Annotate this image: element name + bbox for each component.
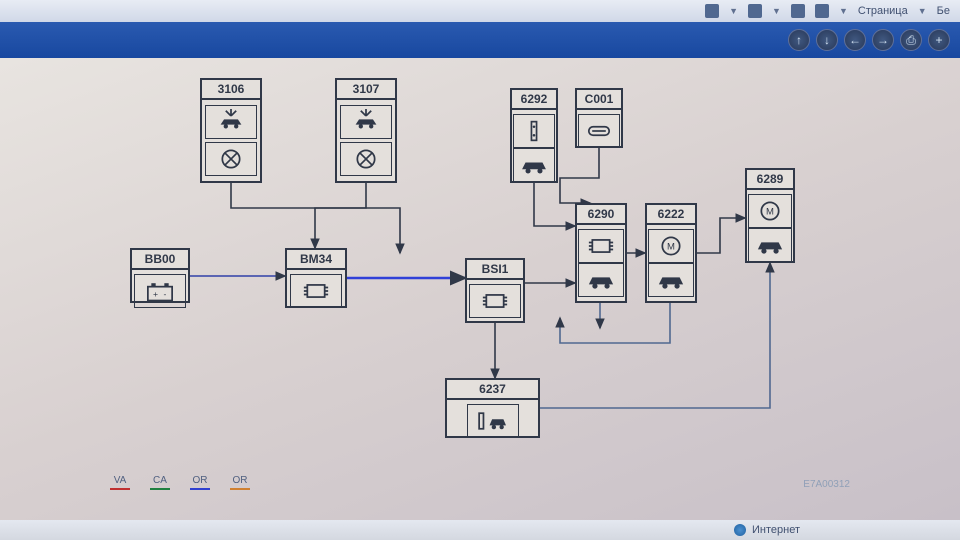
node-6290[interactable]: 6290 [575,203,627,303]
ecu-icon [469,284,521,318]
car-icon [578,263,624,297]
status-bar: Интернет [0,520,960,540]
node-body [287,270,345,312]
dd-1: ▼ [729,6,738,16]
node-label: 3106 [202,80,260,100]
node-3107[interactable]: 3107 [335,78,397,183]
toolbar-btn-5[interactable]: + [928,29,950,51]
car-lift-icon [340,105,392,139]
toolbar-btn-0[interactable]: ↑ [788,29,810,51]
edge-11 [560,303,670,343]
edge-2 [534,183,575,226]
node-body [577,225,625,301]
svg-text:+: + [153,289,158,299]
node-3106[interactable]: 3106 [200,78,262,183]
ecu-icon [290,274,342,308]
node-6237[interactable]: 6237 [445,378,540,438]
node-6222[interactable]: 6222 M [645,203,697,303]
legend-swatch [110,488,130,490]
edge-3 [560,148,599,203]
edge-8 [697,218,745,253]
node-C001[interactable]: C001 [575,88,623,148]
car-icon [513,148,555,182]
node-body [447,400,538,442]
browser-toolbar: ↑ ↓ ← → ⎙ + [0,22,960,58]
car-icon [648,263,694,297]
node-body [512,110,556,186]
node-body: M [747,190,793,266]
node-body [337,100,395,181]
legend-item-VA-0: VA [110,475,130,490]
connector-icon [578,114,620,148]
extra-menu[interactable]: Бе [937,5,950,17]
svg-text:M: M [766,206,774,217]
toolbar-btn-4[interactable]: ⎙ [900,29,922,51]
node-body [467,280,523,322]
dd-5: ▼ [918,6,927,16]
node-label: BB00 [132,250,188,270]
tb-icon-1[interactable] [705,4,719,18]
legend-swatch [150,488,170,490]
node-label: BSI1 [467,260,523,280]
bar-car-icon [467,404,519,438]
legend-label: OR [193,475,208,486]
node-body [577,110,621,152]
globe-icon [734,524,746,536]
svg-text:M: M [667,241,675,252]
legend-swatch [230,488,250,490]
node-label: C001 [577,90,621,110]
node-body: +- [132,270,188,312]
legend-label: OR [233,475,248,486]
node-label: 3107 [337,80,395,100]
legend-label: VA [114,475,127,486]
legend-item-OR-3: OR [230,475,250,490]
tb-icon-3[interactable] [791,4,805,18]
edge-1 [315,183,366,248]
toolbar-btn-1[interactable]: ↓ [816,29,838,51]
wiring-diagram: 310631076292C001BB00+-BM34BSI162906222M6… [0,58,960,520]
toolbar-btn-3[interactable]: → [872,29,894,51]
legend: VA CA OR OR [110,475,250,490]
node-6289[interactable]: 6289 M [745,168,795,263]
ecu-icon [578,229,624,263]
node-label: 6289 [747,170,793,190]
node-6292[interactable]: 6292 [510,88,558,183]
tb-icon-2[interactable] [748,4,762,18]
edge-0 [231,183,400,253]
os-taskbar: ▼ ▼ ▼ Страница ▼ Бе [0,0,960,22]
lamp-icon [340,142,392,176]
content-area: 310631076292C001BB00+-BM34BSI162906222M6… [0,58,960,520]
dd-2: ▼ [772,6,781,16]
legend-item-CA-1: CA [150,475,170,490]
car-icon [748,228,792,262]
node-body: M [647,225,695,301]
node-label: 6237 [447,380,538,400]
document-id: E7A00312 [803,479,850,490]
bar-icon [513,114,555,148]
legend-swatch [190,488,210,490]
page-menu[interactable]: Страница [858,5,908,17]
node-body [202,100,260,181]
node-label: 6222 [647,205,695,225]
car-lift-icon [205,105,257,139]
node-label: 6290 [577,205,625,225]
svg-text:-: - [163,289,166,299]
node-BSI1[interactable]: BSI1 [465,258,525,323]
battery-icon: +- [134,274,186,308]
node-BB00[interactable]: BB00 +- [130,248,190,303]
dd-4: ▼ [839,6,848,16]
toolbar-btn-2[interactable]: ← [844,29,866,51]
node-BM34[interactable]: BM34 [285,248,347,308]
zone-label: Интернет [752,524,800,536]
lamp-icon [205,142,257,176]
node-label: BM34 [287,250,345,270]
node-label: 6292 [512,90,556,110]
motor-icon: M [648,229,694,263]
tb-icon-4[interactable] [815,4,829,18]
motor-icon: M [748,194,792,228]
legend-label: CA [153,475,167,486]
legend-item-OR-2: OR [190,475,210,490]
